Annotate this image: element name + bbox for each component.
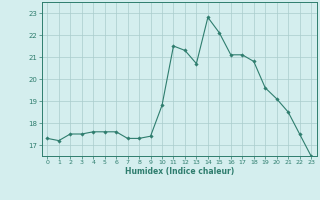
X-axis label: Humidex (Indice chaleur): Humidex (Indice chaleur) (124, 167, 234, 176)
